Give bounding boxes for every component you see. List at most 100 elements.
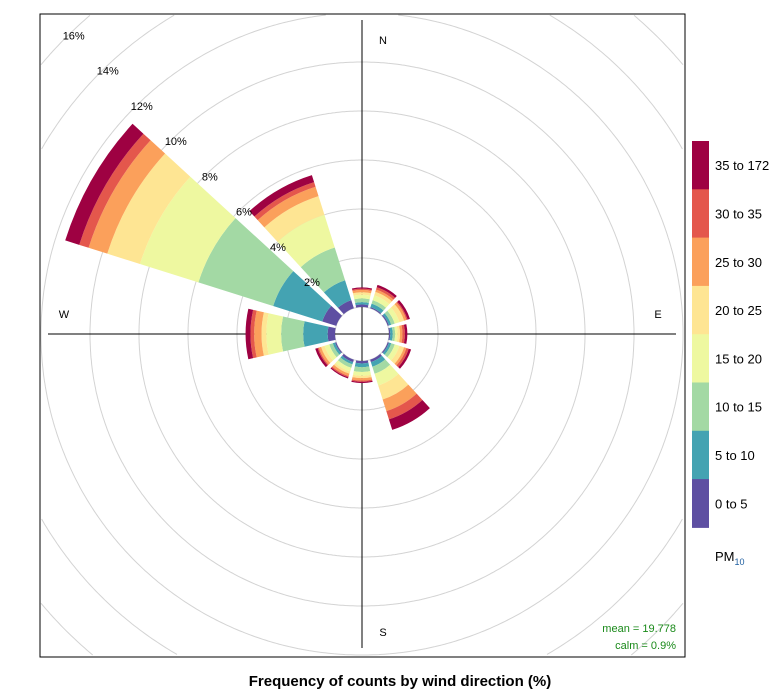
compass-w: W xyxy=(59,309,70,321)
sector-90-bin-3 xyxy=(394,326,398,342)
sector-0-bin-5 xyxy=(352,289,372,294)
sector-60-bin-0 xyxy=(381,314,389,326)
sector-90-bin-7 xyxy=(403,324,408,344)
sector-120-bin-4 xyxy=(390,345,405,364)
sector-240-bin-6 xyxy=(317,347,329,366)
sector-90-bin-4 xyxy=(396,325,401,343)
sector-210-bin-7 xyxy=(330,367,349,379)
sector-90-bin-2 xyxy=(391,326,396,342)
ring-label: 4% xyxy=(270,242,286,254)
legend-swatch xyxy=(692,479,709,528)
sector-300-bin-0 xyxy=(322,305,343,326)
ring-label: 14% xyxy=(97,66,119,78)
sector-330-bin-6 xyxy=(254,182,316,221)
sector-330-bin-4 xyxy=(264,196,325,242)
sector-180-bin-0 xyxy=(355,360,369,364)
sector-240-bin-2 xyxy=(329,343,340,358)
compass-e: E xyxy=(654,309,661,321)
grid-ring xyxy=(41,14,683,655)
sector-150-bin-3 xyxy=(374,364,399,386)
sector-240-bin-1 xyxy=(332,342,342,355)
sector-270-bin-5 xyxy=(254,310,264,358)
calm-stat: calm = 0.9% xyxy=(615,640,676,652)
sector-240-bin-7 xyxy=(315,348,328,368)
legend-label: 35 to 172 xyxy=(715,158,769,173)
sector-180-bin-6 xyxy=(351,379,373,382)
sector-210-bin-3 xyxy=(335,360,352,372)
sector-300-bin-3 xyxy=(139,176,236,283)
sector-330-bin-3 xyxy=(277,214,335,268)
sector-0-bin-7 xyxy=(351,287,373,290)
sector-300-bin-6 xyxy=(79,133,151,248)
sector-30-bin-6 xyxy=(376,287,396,300)
legend-swatch xyxy=(692,334,709,383)
sector-60-bin-6 xyxy=(396,301,408,320)
sector-270-bin-0 xyxy=(327,326,336,342)
sector-120-bin-7 xyxy=(398,348,412,369)
ring-label: 10% xyxy=(165,136,187,148)
sector-150-bin-7 xyxy=(388,399,430,430)
sector-0-bin-2 xyxy=(354,298,370,303)
sector-330-bin-1 xyxy=(323,280,352,308)
sector-120-bin-3 xyxy=(387,344,400,361)
legend-label: 30 to 35 xyxy=(715,206,762,221)
sector-90-bin-5 xyxy=(399,325,403,343)
compass-n: N xyxy=(379,35,387,47)
ring-label: 2% xyxy=(304,277,320,289)
sector-30-bin-0 xyxy=(370,307,382,315)
ring-label: 6% xyxy=(236,207,252,219)
legend-swatch xyxy=(692,237,709,287)
sector-150-bin-0 xyxy=(370,353,382,363)
ring-label: 8% xyxy=(202,171,218,183)
grid-ring xyxy=(40,15,684,656)
legend-swatch xyxy=(692,382,709,432)
sector-240-bin-4 xyxy=(321,345,334,363)
sector-300-bin-5 xyxy=(88,140,166,254)
sector-270-bin-7 xyxy=(245,308,254,360)
sector-180-bin-1 xyxy=(354,362,370,368)
sector-60-bin-7 xyxy=(397,300,410,320)
sector-90-bin-6 xyxy=(401,324,405,344)
sector-150-bin-5 xyxy=(382,384,417,412)
legend: 35 to 172 30 to 35 25 to 30 20 to 25 15 to 2… xyxy=(692,141,769,528)
ring-label: 12% xyxy=(131,101,153,113)
sector-330-bin-2 xyxy=(300,247,346,293)
legend-swatch xyxy=(692,285,709,335)
sector-0-bin-6 xyxy=(352,288,372,291)
sector-30-bin-7 xyxy=(376,284,397,298)
sector-120-bin-5 xyxy=(394,347,407,366)
sector-240-bin-3 xyxy=(324,344,337,361)
sector-330-bin-0 xyxy=(337,300,354,315)
legend-swatch xyxy=(692,189,709,239)
legend-title: PM10 xyxy=(715,549,745,567)
sector-210-bin-0 xyxy=(342,353,354,363)
legend-title-main: PM xyxy=(715,549,735,564)
sector-330-bin-5 xyxy=(257,186,319,228)
sector-0-bin-3 xyxy=(353,294,371,300)
sector-150-bin-2 xyxy=(372,359,391,374)
sector-60-bin-2 xyxy=(384,310,395,325)
legend-label: 15 to 20 xyxy=(715,351,762,366)
sector-300-bin-1 xyxy=(273,271,332,322)
sector-150-bin-1 xyxy=(370,355,386,367)
sector-210-bin-1 xyxy=(340,355,354,365)
sector-270-bin-1 xyxy=(303,321,329,347)
legend-label: 25 to 30 xyxy=(715,255,762,270)
sector-0-bin-4 xyxy=(352,292,372,296)
chart-title: Frequency of counts by wind direction (%… xyxy=(249,673,552,690)
legend-label: 5 to 10 xyxy=(715,448,755,463)
compass-s: S xyxy=(379,627,386,639)
sector-180-bin-3 xyxy=(352,371,372,376)
sector-120-bin-6 xyxy=(396,348,409,368)
sector-330-bin-7 xyxy=(249,175,315,217)
sector-60-bin-1 xyxy=(382,313,392,326)
sector-210-bin-4 xyxy=(333,362,351,374)
legend-title-subscript: 10 xyxy=(735,557,745,567)
sector-270-bin-4 xyxy=(261,312,269,356)
sector-150-bin-4 xyxy=(378,373,409,400)
sector-0-bin-0 xyxy=(355,304,369,308)
sector-90-bin-1 xyxy=(389,327,393,341)
sector-240-bin-5 xyxy=(318,346,331,365)
sector-30-bin-1 xyxy=(370,303,384,314)
